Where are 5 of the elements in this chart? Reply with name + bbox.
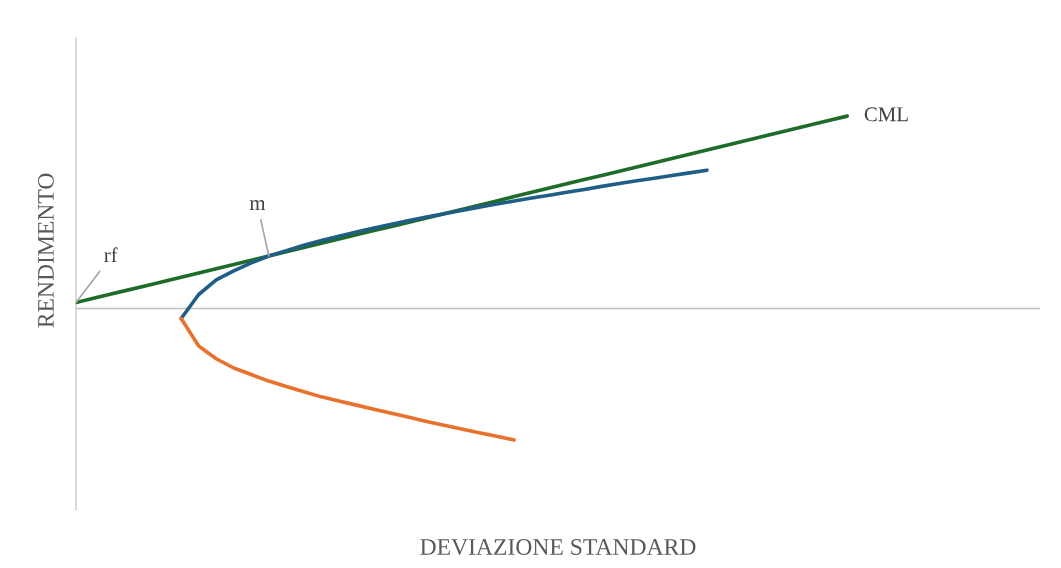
y-axis-title: RENDIMENTO — [37, 173, 54, 328]
series-label: CML — [864, 107, 908, 122]
annotation: rf — [104, 247, 118, 263]
annotation: m — [249, 200, 266, 210]
x-axis-title: DEVIAZIONE STANDARD — [420, 539, 696, 556]
